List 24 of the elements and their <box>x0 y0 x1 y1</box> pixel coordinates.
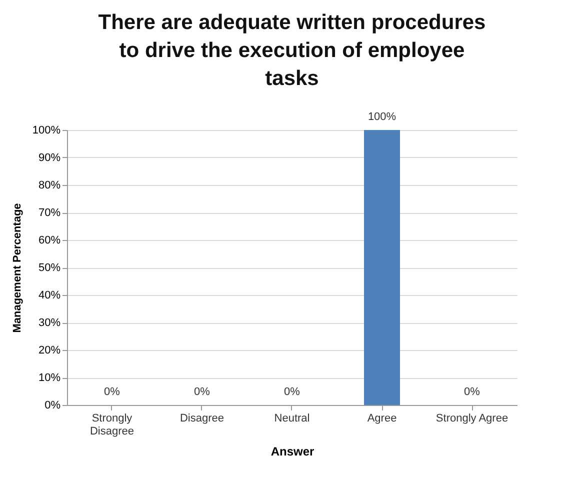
data-label: 0% <box>284 386 300 398</box>
x-tick-label: Strongly Disagree <box>90 412 134 438</box>
x-tick-label: Disagree <box>180 412 224 424</box>
data-label: 100% <box>368 111 396 123</box>
x-tick-label: Neutral <box>274 412 310 424</box>
y-tick-label: 40% <box>38 290 61 302</box>
y-tick-label: 90% <box>38 152 61 164</box>
y-tick-label: 100% <box>32 124 61 136</box>
y-tick-label: 60% <box>38 234 61 246</box>
x-tick-label: Agree <box>367 412 397 424</box>
x-axis-title: Answer <box>270 444 314 458</box>
data-label: 0% <box>194 386 210 398</box>
y-tick-label: 30% <box>38 317 61 329</box>
y-axis-title: Management Percentage <box>11 203 24 333</box>
data-label: 0% <box>464 386 480 398</box>
y-tick-label: 70% <box>38 207 61 219</box>
x-tick-label: Strongly Agree <box>436 412 508 424</box>
y-tick-label: 10% <box>38 372 61 384</box>
y-tick-label: 80% <box>38 180 61 192</box>
y-tick-label: 50% <box>38 262 61 274</box>
y-tick-label: 20% <box>38 344 61 356</box>
chart-title: There are adequate written procedures to drive the execution of employee tasks <box>98 11 486 90</box>
data-label: 0% <box>104 386 120 398</box>
y-tick-label: 0% <box>44 400 61 412</box>
